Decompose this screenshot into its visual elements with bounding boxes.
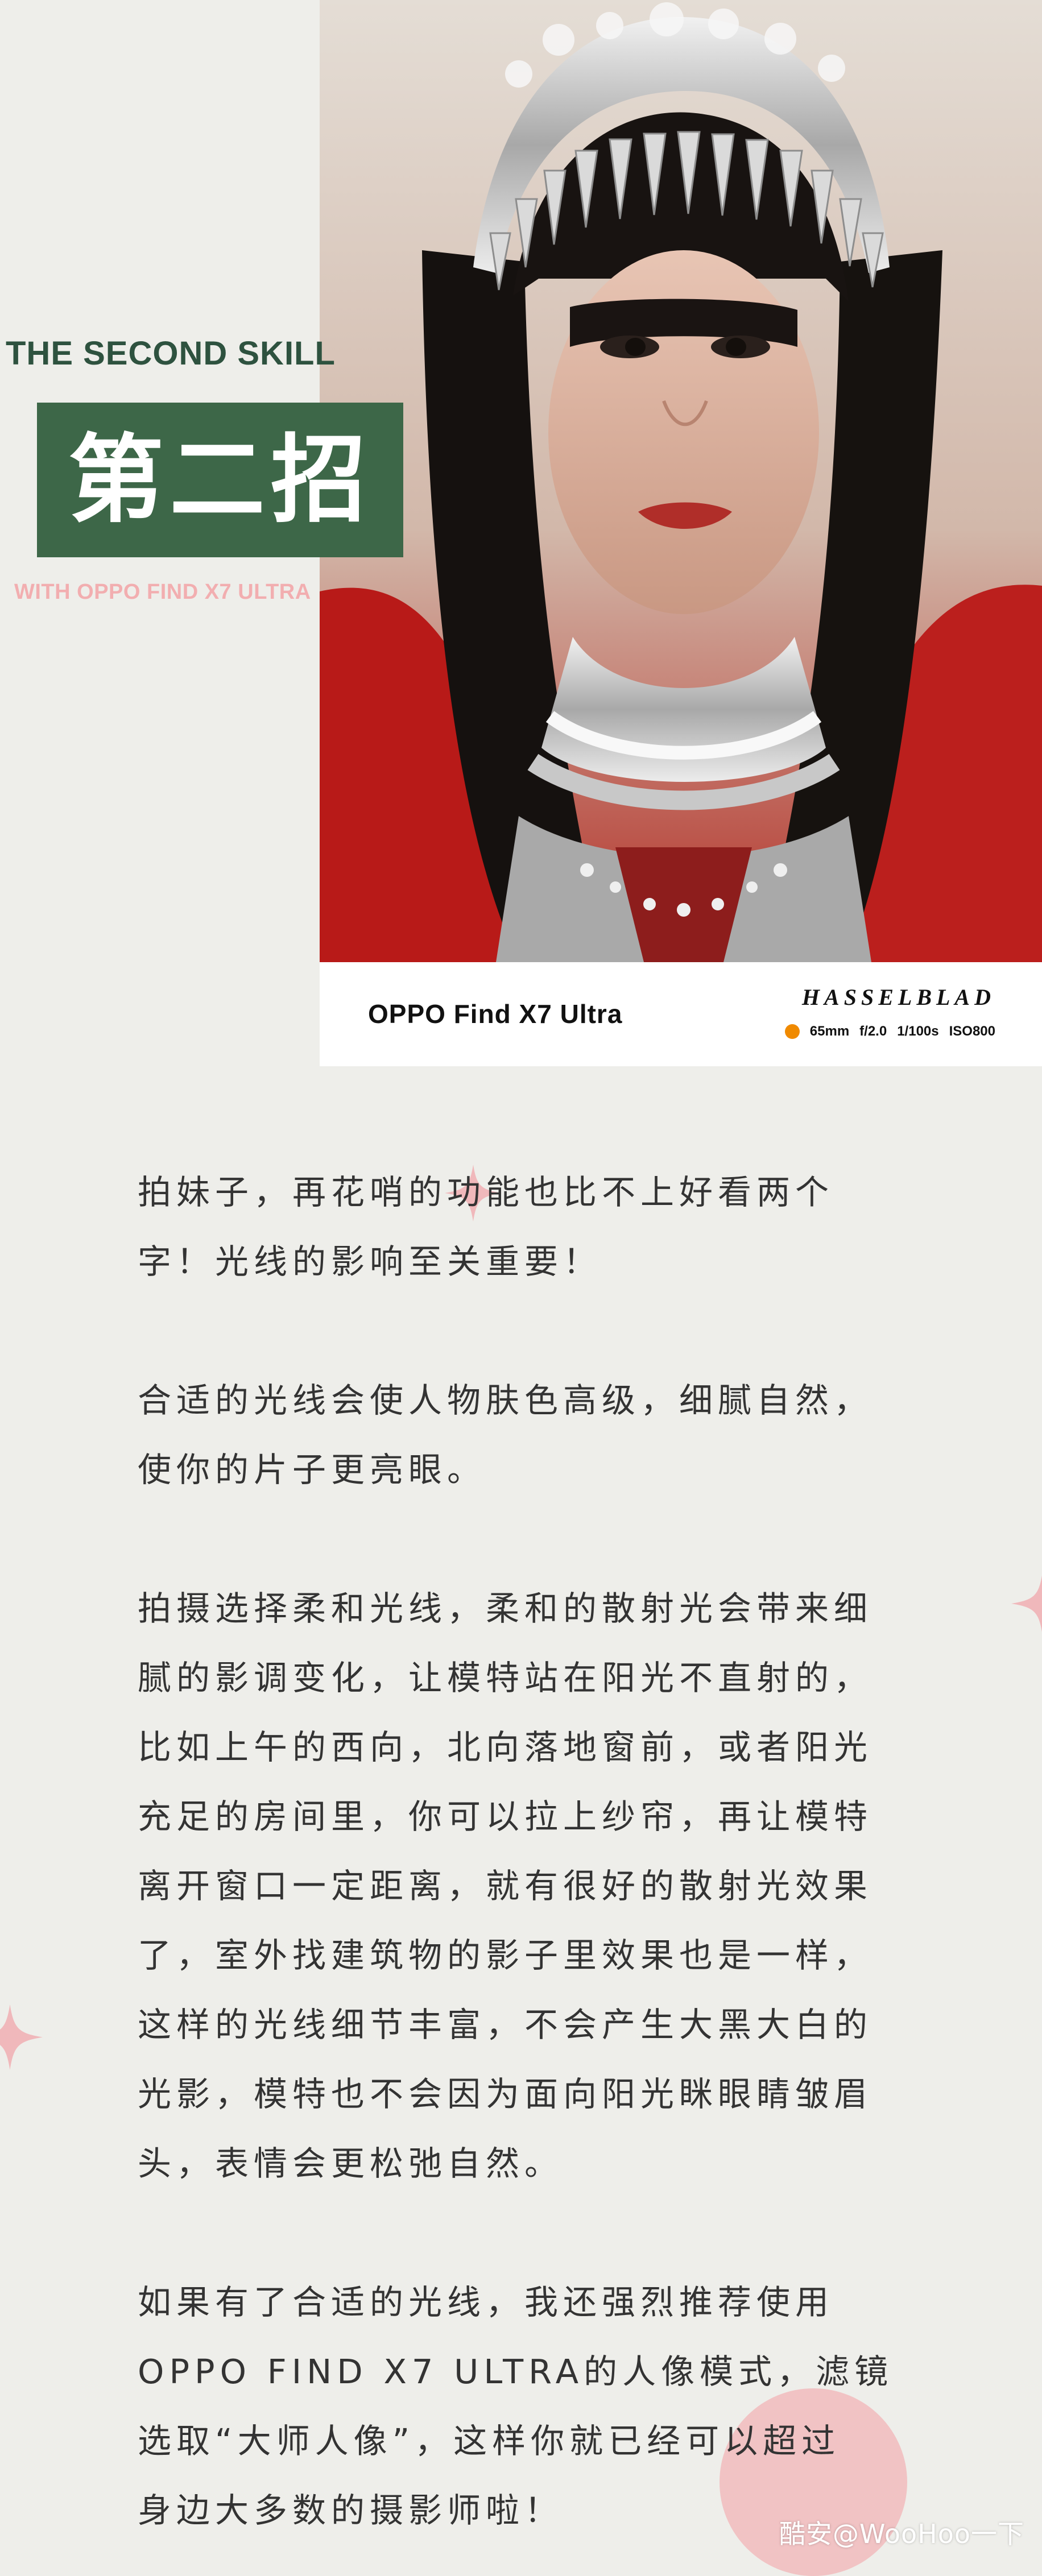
photo-caption-bar: OPPO Find X7 Ultra HASSELBLAD 65mm f/2.0…	[320, 962, 1042, 1066]
sparkle-icon	[445, 1165, 502, 1221]
portrait-photo	[320, 0, 1042, 962]
paragraph-4: 如果有了合适的光线，我还强烈推荐使用 OPPO FIND X7 ULTRA的人像…	[138, 2283, 894, 2530]
chapter-title-box: 第二招	[37, 403, 403, 557]
camera-model-name: OPPO Find X7 Ultra	[368, 999, 623, 1029]
paragraph-1: 拍妹子，再花哨的功能也比不上好看两个 字！光线的影响至关重要！	[138, 1173, 834, 1281]
param-aperture: f/2.0	[859, 1024, 887, 1039]
skill-title: THE SECOND SKILL	[6, 335, 336, 372]
brand-logo: HASSELBLAD	[801, 984, 995, 1010]
param-shutter: 1/100s	[897, 1024, 939, 1039]
sparkle-icon	[0, 2005, 43, 2070]
paragraph-2: 合适的光线会使人物肤色高级，细腻自然， 使你的片子更亮眼。	[138, 1381, 873, 1489]
param-focal-length: 65mm	[809, 1024, 850, 1039]
param-iso: ISO800	[949, 1024, 995, 1039]
subtitle-with-device: WITH OPPO FIND X7 ULTRA	[14, 580, 311, 604]
photo-card: OPPO Find X7 Ultra HASSELBLAD 65mm f/2.0…	[320, 0, 1042, 1066]
paragraph-3: 拍摄选择柔和光线，柔和的散射光会带来细 腻的影调变化，让模特站在阳光不直射的， …	[138, 1589, 873, 2183]
chapter-title: 第二招	[68, 424, 372, 536]
orange-dot-icon	[784, 1024, 800, 1039]
pink-circle-decoration	[720, 2388, 907, 2576]
portrait-illustration	[320, 0, 1042, 962]
sparkle-icon	[1011, 1575, 1042, 1632]
article-body: 拍妹子，再花哨的功能也比不上好看两个 字！光线的影响至关重要！ 合适的光线会使人…	[138, 1158, 923, 2545]
watermark: 酷安@WooHoo一下	[779, 2519, 1024, 2549]
camera-params: 65mm f/2.0 1/100s ISO800	[784, 1024, 995, 1039]
